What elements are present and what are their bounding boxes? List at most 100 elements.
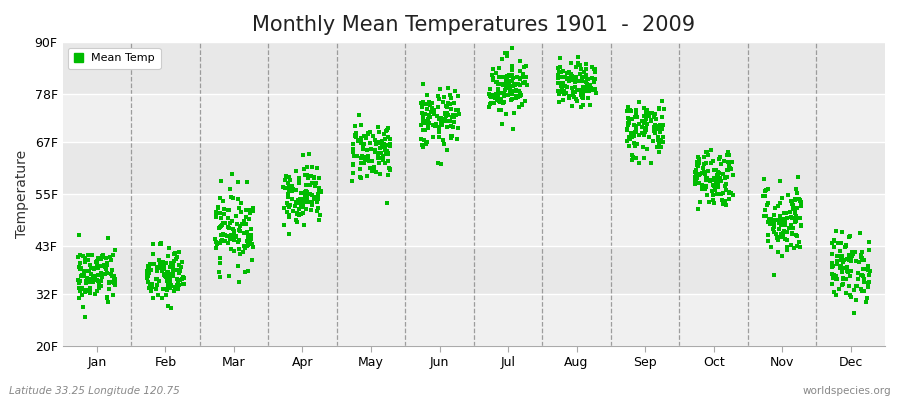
Point — [82, 268, 96, 274]
Point — [568, 79, 582, 85]
Point — [72, 280, 86, 286]
Point — [94, 253, 109, 259]
Point — [371, 150, 385, 156]
Point — [382, 136, 397, 142]
Point — [91, 265, 105, 272]
Point — [554, 81, 568, 88]
Point — [827, 238, 842, 244]
Point — [722, 152, 736, 158]
Point — [355, 153, 369, 159]
Point — [227, 236, 241, 243]
Point — [360, 146, 374, 153]
Point — [490, 79, 504, 86]
Point — [374, 138, 389, 144]
Point — [644, 160, 658, 166]
Point — [289, 168, 303, 174]
Point — [306, 196, 320, 203]
Point — [707, 167, 722, 173]
Point — [624, 130, 638, 136]
Point — [784, 222, 798, 228]
Point — [647, 128, 662, 134]
Point — [281, 190, 295, 197]
Point — [840, 268, 854, 274]
Point — [843, 254, 858, 261]
Point — [574, 90, 589, 96]
Point — [652, 149, 666, 155]
Point — [234, 209, 248, 215]
Point — [381, 158, 395, 164]
Point — [281, 202, 295, 208]
Point — [437, 116, 452, 122]
Point — [244, 236, 258, 242]
Point — [421, 125, 436, 132]
Point — [378, 147, 392, 153]
Point — [354, 175, 368, 181]
Point — [289, 218, 303, 225]
Point — [688, 168, 703, 174]
Point — [358, 135, 373, 142]
Point — [140, 272, 155, 278]
Point — [381, 172, 395, 178]
Point — [724, 166, 739, 172]
Point — [760, 200, 775, 207]
Point — [697, 184, 711, 191]
Point — [482, 86, 497, 93]
Point — [629, 155, 643, 162]
Point — [292, 196, 307, 202]
Point — [698, 177, 713, 183]
Point — [428, 121, 443, 127]
Point — [172, 262, 186, 268]
Point — [358, 154, 373, 161]
Point — [311, 216, 326, 223]
Point — [209, 238, 223, 245]
Point — [857, 257, 871, 264]
Point — [774, 222, 788, 229]
Point — [830, 252, 844, 259]
Point — [153, 265, 167, 272]
Point — [214, 223, 229, 230]
Point — [371, 155, 385, 162]
Point — [218, 232, 232, 238]
Point — [622, 143, 636, 149]
Point — [297, 195, 311, 202]
Point — [154, 261, 168, 268]
Point — [512, 93, 526, 99]
Point — [107, 280, 122, 286]
Point — [569, 96, 583, 102]
Point — [860, 295, 874, 302]
Point — [644, 118, 658, 125]
Point — [655, 134, 670, 140]
Point — [580, 76, 594, 82]
Point — [75, 272, 89, 278]
Point — [774, 231, 788, 238]
Point — [834, 252, 849, 259]
Point — [158, 266, 172, 272]
Point — [96, 261, 111, 268]
Point — [86, 265, 101, 271]
Point — [380, 142, 394, 148]
Point — [502, 78, 517, 84]
Point — [700, 175, 715, 181]
Point — [153, 260, 167, 267]
Point — [563, 60, 578, 66]
Point — [628, 127, 643, 134]
Point — [564, 84, 579, 91]
Point — [436, 99, 450, 106]
Point — [229, 233, 243, 240]
Point — [793, 198, 807, 205]
Point — [223, 231, 238, 238]
Point — [94, 283, 108, 290]
Point — [626, 122, 641, 128]
Point — [562, 69, 576, 76]
Point — [446, 112, 461, 118]
Point — [231, 263, 246, 269]
Point — [225, 171, 239, 178]
Point — [507, 81, 521, 88]
Point — [574, 78, 589, 84]
Point — [71, 232, 86, 238]
Point — [308, 183, 322, 190]
Point — [704, 146, 718, 153]
Point — [94, 270, 108, 276]
Point — [636, 132, 651, 138]
Point — [172, 249, 186, 255]
